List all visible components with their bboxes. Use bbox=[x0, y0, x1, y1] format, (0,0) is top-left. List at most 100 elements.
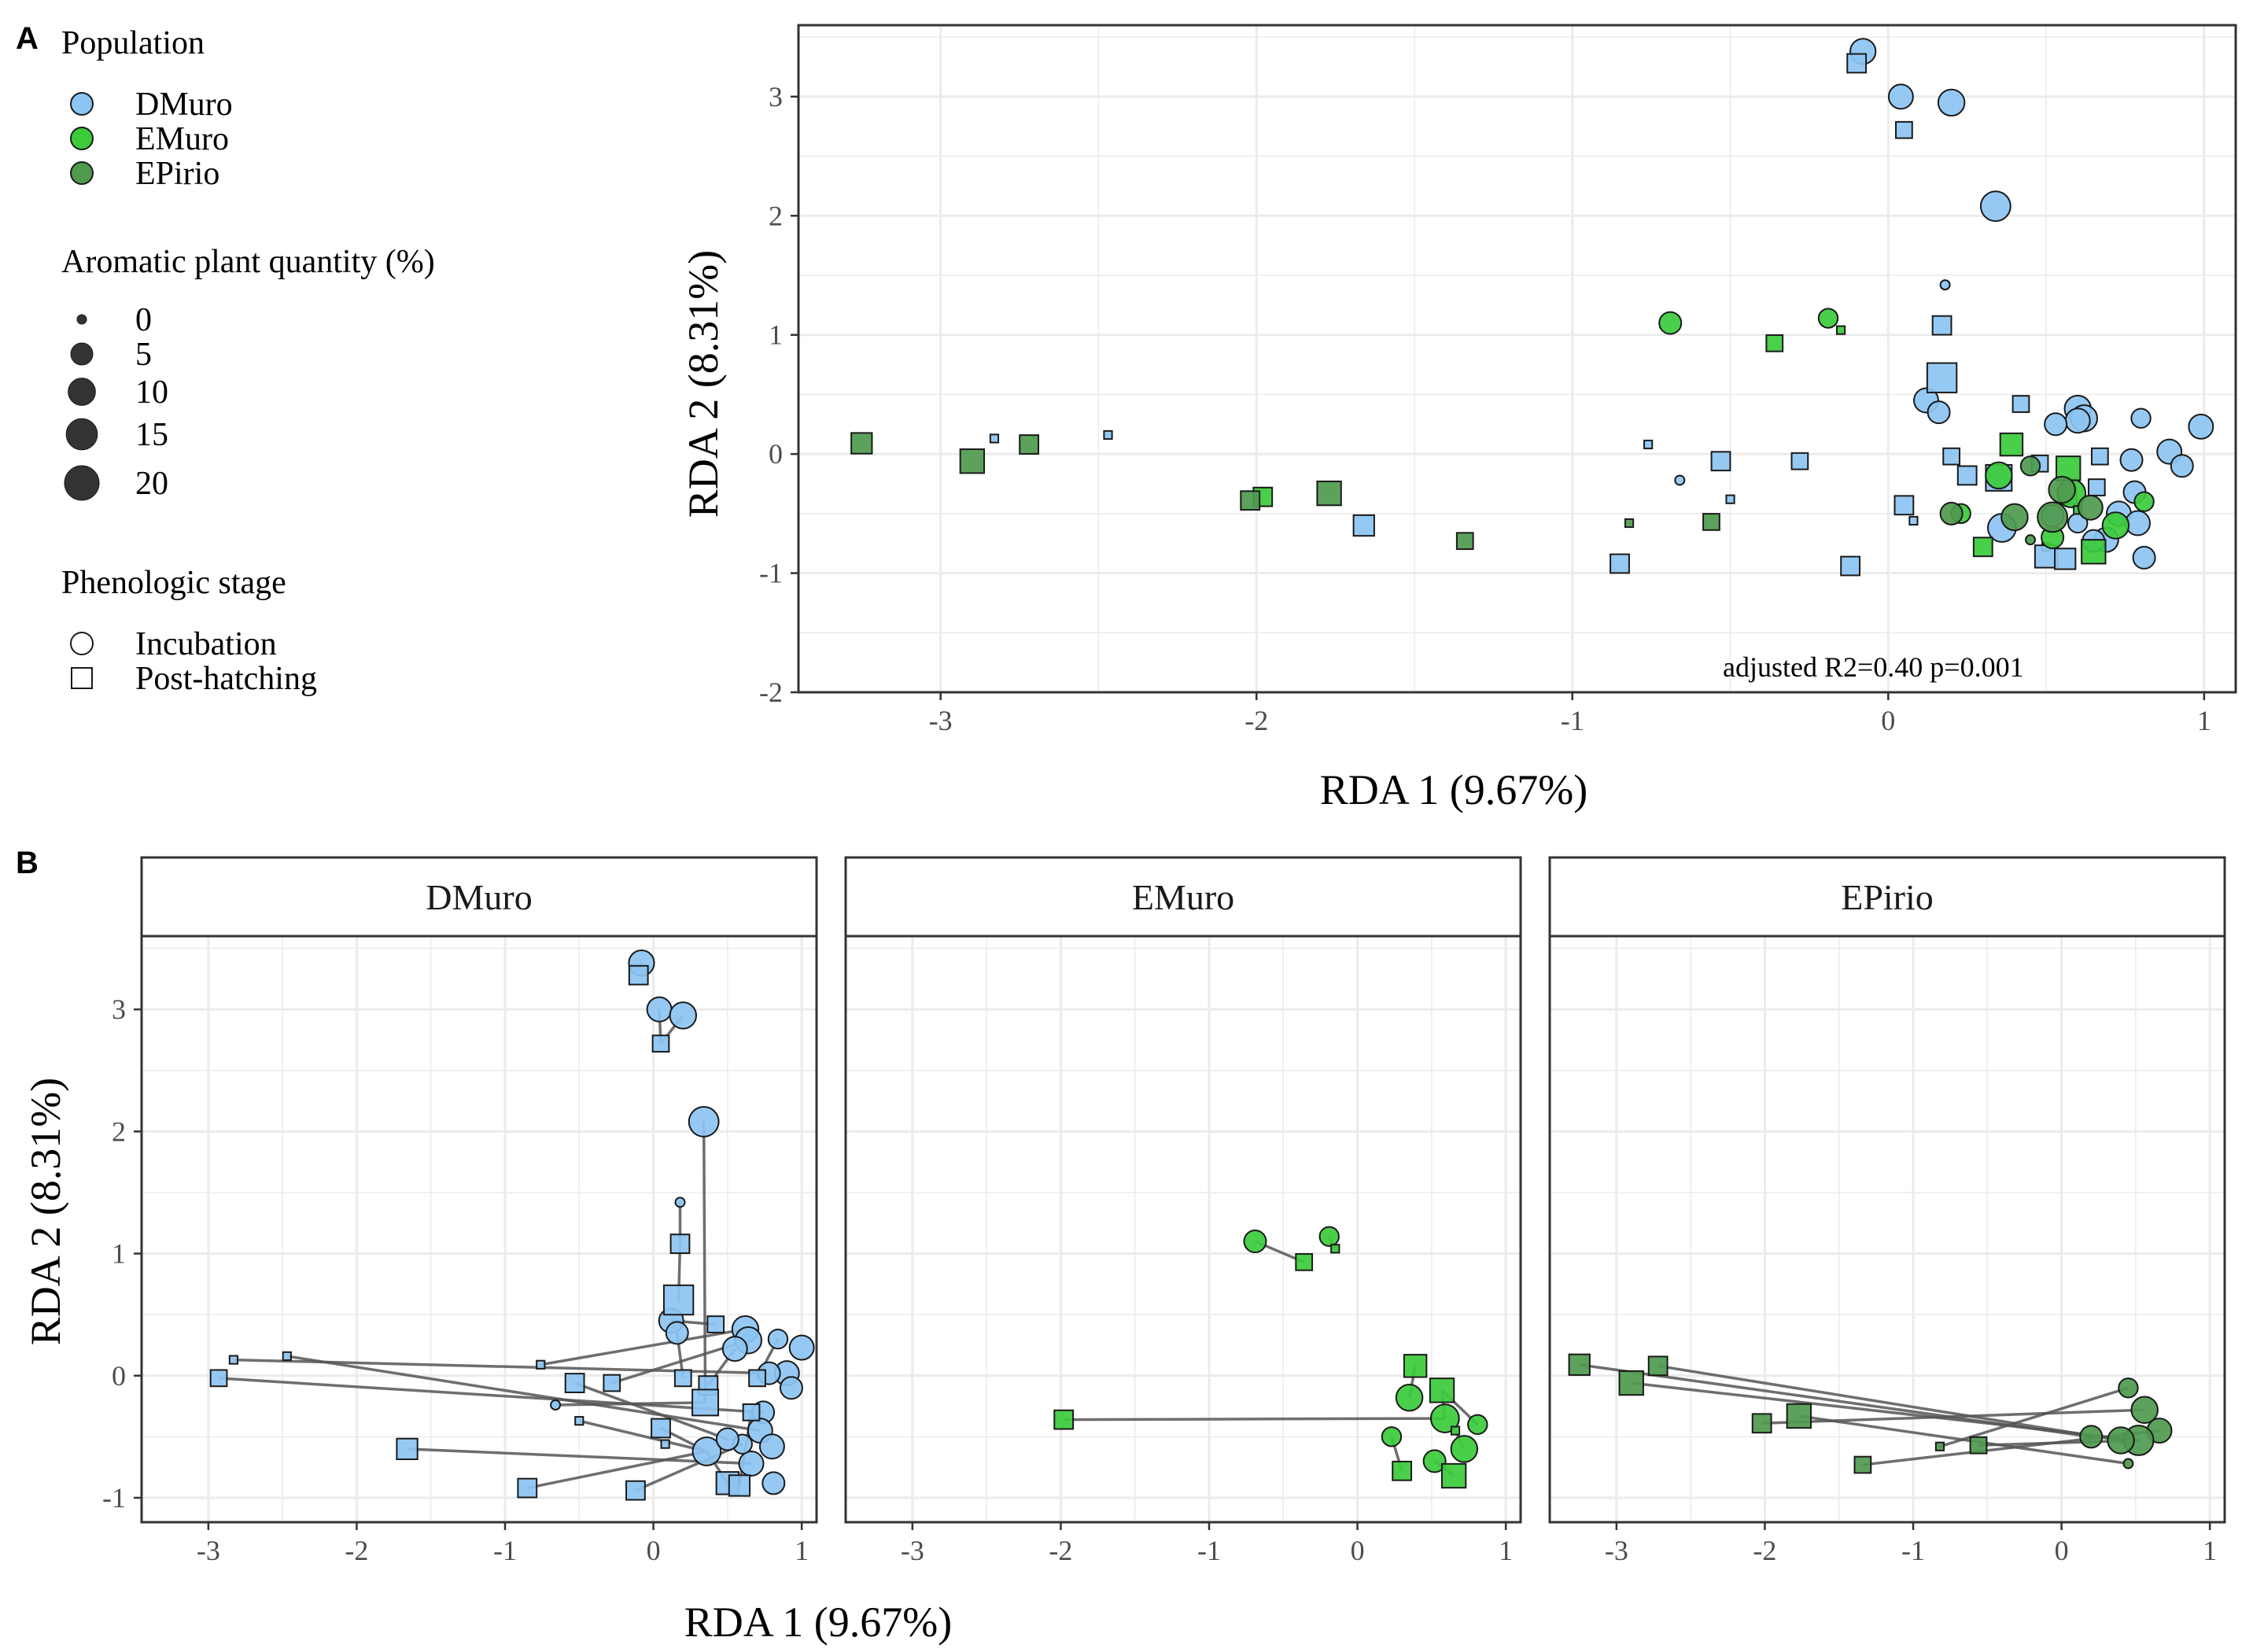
data-point bbox=[209, 1369, 228, 1388]
data-point bbox=[1786, 1403, 1812, 1429]
data-point bbox=[1450, 1425, 1461, 1436]
legend-shape-swatch bbox=[70, 632, 94, 655]
x-tick-label: 1 bbox=[2203, 1535, 2217, 1566]
data-point bbox=[2090, 447, 2109, 466]
y-tick-label: 2 bbox=[769, 200, 783, 231]
data-point bbox=[742, 1403, 761, 1422]
data-point bbox=[989, 433, 1000, 444]
panel-label-b: B bbox=[16, 846, 39, 880]
x-tick-label: 1 bbox=[795, 1535, 809, 1566]
data-point bbox=[1381, 1426, 1403, 1447]
data-point bbox=[1710, 451, 1731, 472]
data-point bbox=[1568, 1353, 1591, 1376]
x-tick-label: -1 bbox=[493, 1535, 517, 1566]
legend-size-swatch bbox=[68, 378, 96, 406]
panel-a-x-axis-title: RDA 1 (9.67%) bbox=[1320, 766, 1587, 813]
facet-strip-label: EMuro bbox=[1132, 877, 1234, 917]
legend-population-label: DMuro bbox=[135, 87, 233, 123]
y-tick-label: 3 bbox=[112, 994, 126, 1025]
legend-size-label: 10 bbox=[135, 374, 168, 411]
data-point bbox=[625, 1480, 646, 1501]
data-point bbox=[1422, 1449, 1447, 1473]
pair-line bbox=[578, 1419, 707, 1453]
data-point bbox=[767, 1328, 789, 1350]
data-point bbox=[1440, 1462, 1467, 1489]
data-point bbox=[651, 1418, 671, 1439]
legend-population-label: EMuro bbox=[135, 121, 229, 157]
data-point bbox=[2119, 448, 2144, 472]
legend-size-label: 0 bbox=[135, 302, 152, 338]
data-point bbox=[715, 1427, 739, 1451]
data-point bbox=[1751, 1413, 1772, 1434]
data-point bbox=[1942, 447, 1960, 466]
legend-size-label: 20 bbox=[135, 466, 168, 502]
data-point bbox=[396, 1437, 419, 1461]
y-tick-label: -1 bbox=[102, 1482, 126, 1514]
data-point bbox=[2077, 494, 2104, 521]
pair-line bbox=[555, 1401, 706, 1407]
pair-line bbox=[574, 1381, 728, 1441]
panel-a-y-axis-title: RDA 2 (8.31%) bbox=[680, 250, 727, 518]
facet-strip bbox=[844, 856, 1522, 938]
data-point bbox=[1790, 452, 1809, 470]
panel-a-plot: -3 -2 -1 0 1 -2 -1 0 1 2 3 bbox=[759, 24, 2237, 736]
y-tick-label: 1 bbox=[112, 1238, 126, 1270]
data-point bbox=[1019, 434, 1040, 455]
data-point bbox=[2019, 455, 2041, 477]
x-tick-label: -3 bbox=[1605, 1535, 1628, 1566]
x-tick-label: 0 bbox=[1351, 1535, 1365, 1566]
data-point bbox=[1934, 1441, 1945, 1451]
legend-shape-label: Post-hatching bbox=[135, 661, 317, 697]
legend-population-title: Population bbox=[61, 25, 205, 61]
data-point bbox=[282, 1351, 292, 1362]
data-point bbox=[1243, 1230, 1267, 1254]
data-point bbox=[788, 1334, 815, 1361]
data-point bbox=[1647, 1355, 1669, 1377]
panel-border bbox=[140, 935, 818, 1524]
data-point bbox=[1908, 515, 1919, 526]
data-point bbox=[1240, 490, 1261, 511]
data-point bbox=[1643, 439, 1654, 450]
data-point bbox=[674, 1197, 686, 1208]
legend-size-swatch bbox=[70, 342, 94, 366]
pair-line bbox=[1798, 1414, 2129, 1466]
facet-strip-label: EPirio bbox=[1841, 877, 1934, 917]
panel-border bbox=[1548, 935, 2226, 1524]
legend-population-label: EPirio bbox=[135, 156, 219, 192]
data-point bbox=[2133, 491, 2155, 512]
data-point bbox=[1956, 465, 1978, 486]
data-point bbox=[1979, 190, 2012, 223]
pair-line bbox=[702, 1121, 707, 1403]
x-tick-label: -2 bbox=[1245, 705, 1268, 736]
data-point bbox=[1999, 432, 2024, 457]
data-point bbox=[1053, 1409, 1075, 1430]
data-point bbox=[748, 1369, 766, 1388]
plot-area bbox=[209, 950, 815, 1501]
pair-line bbox=[1761, 1408, 2145, 1425]
panel-a-annotation: adjusted R2=0.40 p=0.001 bbox=[1723, 651, 2024, 683]
y-tick-label: 1 bbox=[769, 319, 783, 351]
x-tick-label: 0 bbox=[2055, 1535, 2069, 1566]
data-point bbox=[1894, 495, 1915, 516]
legend-size-swatch bbox=[76, 314, 87, 325]
data-point bbox=[1330, 1244, 1340, 1254]
data-point bbox=[1103, 430, 1113, 441]
data-point bbox=[2044, 412, 2068, 437]
data-point bbox=[959, 448, 986, 474]
data-point bbox=[662, 1284, 695, 1316]
data-point bbox=[603, 1374, 621, 1392]
y-tick-label: 2 bbox=[112, 1115, 126, 1147]
data-point bbox=[536, 1359, 546, 1370]
data-point bbox=[1395, 1383, 1424, 1412]
data-point bbox=[761, 1471, 786, 1495]
data-point bbox=[1674, 474, 1686, 486]
data-point bbox=[1765, 334, 1784, 352]
x-tick-label: 0 bbox=[647, 1535, 661, 1566]
data-point bbox=[1835, 325, 1846, 335]
x-tick-label: -1 bbox=[1197, 1535, 1221, 1566]
y-tick-label: 0 bbox=[769, 438, 783, 470]
data-point bbox=[517, 1477, 538, 1499]
data-point bbox=[2087, 478, 2106, 496]
